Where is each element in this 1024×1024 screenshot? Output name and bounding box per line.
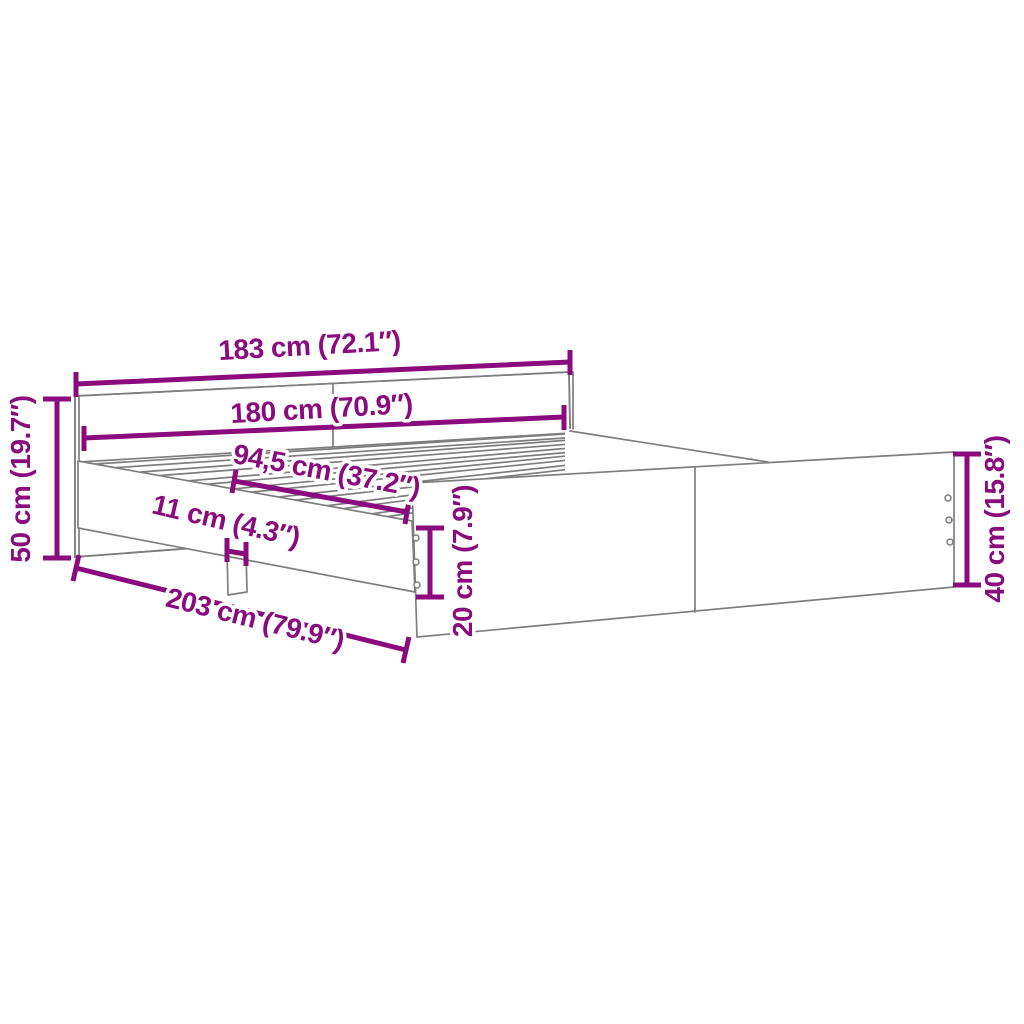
- footboard-face: [411, 451, 955, 638]
- dim-tick: [402, 500, 412, 525]
- dim-label-50: 50 cm (19.7″): [5, 395, 36, 562]
- headboard-right-edge-inner: [568, 371, 571, 433]
- dim-label-203: 203 cm (79.9″): [163, 582, 347, 656]
- dimension-headboard-height: 50 cm (19.7″): [2, 392, 71, 566]
- dim-label-40: 40 cm (15.8″): [979, 435, 1010, 602]
- dimension-footboard-height: 40 cm (15.8″): [953, 432, 1014, 606]
- far-rail-top-edge: [569, 430, 769, 463]
- footboard-hole: [412, 534, 420, 542]
- dim-tick: [229, 469, 239, 494]
- dim-line: [233, 478, 408, 515]
- dim-tick: [400, 636, 412, 664]
- headboard-top-edge: [74, 371, 570, 397]
- dim-label-183: 183 cm (72.1″): [218, 325, 402, 366]
- footboard-hole: [945, 516, 953, 524]
- footboard-hole: [944, 494, 952, 502]
- dim-line: [75, 359, 571, 387]
- footboard: [411, 451, 955, 638]
- headboard-platform-junction: [78, 432, 572, 463]
- dim-line: [75, 565, 407, 653]
- dim-line: [83, 414, 565, 441]
- footboard-hole: [946, 538, 954, 546]
- dim-label-20: 20 cm (7.9″): [447, 485, 478, 637]
- footboard-hole: [412, 558, 420, 566]
- dimension-side-rail-height: 20 cm (7.9″): [416, 481, 482, 641]
- dim-tick: [70, 554, 82, 582]
- dim-line: [226, 548, 247, 557]
- footboard-hole: [413, 581, 421, 589]
